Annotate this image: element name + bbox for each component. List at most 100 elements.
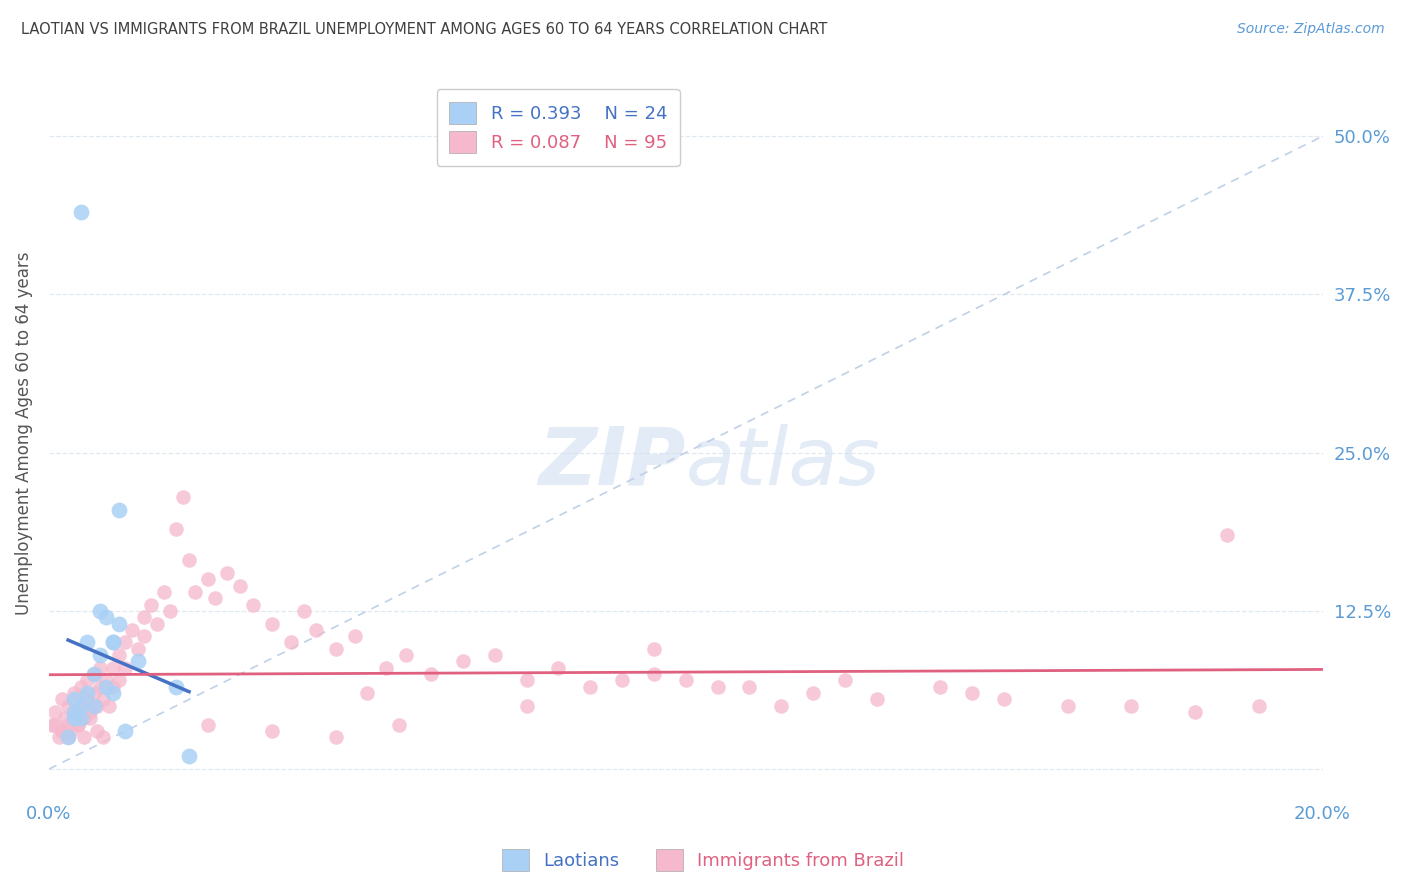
Point <box>388 718 411 732</box>
Point <box>108 502 131 516</box>
Point <box>51 724 73 739</box>
Point <box>394 648 416 662</box>
Point <box>56 718 79 732</box>
Point <box>83 667 105 681</box>
Point <box>76 635 98 649</box>
Point <box>89 661 111 675</box>
Point <box>516 698 538 713</box>
Point <box>242 598 264 612</box>
Point <box>76 673 98 688</box>
Point <box>159 604 181 618</box>
Point <box>260 616 283 631</box>
Point <box>375 661 398 675</box>
Text: ZIP: ZIP <box>538 424 686 501</box>
Point <box>101 661 124 675</box>
Point <box>63 705 86 719</box>
Point <box>86 698 108 713</box>
Point <box>165 522 187 536</box>
Point <box>86 724 108 739</box>
Point <box>83 686 105 700</box>
Point <box>51 692 73 706</box>
Point <box>101 635 124 649</box>
Point <box>114 635 136 649</box>
Point <box>101 686 124 700</box>
Point <box>66 718 89 732</box>
Point <box>89 648 111 662</box>
Point <box>96 680 118 694</box>
Point <box>801 686 824 700</box>
Point <box>451 655 474 669</box>
Point <box>146 616 169 631</box>
Point <box>69 711 91 725</box>
Point <box>516 673 538 688</box>
Point <box>197 572 219 586</box>
Point <box>69 698 91 713</box>
Point <box>96 610 118 624</box>
Point <box>79 705 101 719</box>
Point <box>152 585 174 599</box>
Point <box>1216 528 1239 542</box>
Point <box>121 623 143 637</box>
Point <box>101 680 124 694</box>
Point <box>1056 698 1078 713</box>
Point <box>51 724 73 739</box>
Point <box>76 692 98 706</box>
Point <box>98 698 121 713</box>
Point <box>91 692 114 706</box>
Point <box>127 655 149 669</box>
Point <box>280 635 302 649</box>
Point <box>60 724 83 739</box>
Point <box>41 718 63 732</box>
Point <box>89 604 111 618</box>
Point <box>134 610 156 624</box>
Text: Source: ZipAtlas.com: Source: ZipAtlas.com <box>1237 22 1385 37</box>
Point <box>292 604 315 618</box>
Point <box>866 692 889 706</box>
Legend: R = 0.393    N = 24, R = 0.087    N = 95: R = 0.393 N = 24, R = 0.087 N = 95 <box>437 89 681 166</box>
Point <box>177 553 200 567</box>
Point <box>770 698 793 713</box>
Point <box>63 692 86 706</box>
Point <box>76 686 98 700</box>
Point <box>217 566 239 580</box>
Point <box>229 578 252 592</box>
Point <box>69 680 91 694</box>
Point <box>83 698 105 713</box>
Point <box>1121 698 1143 713</box>
Point <box>56 698 79 713</box>
Point <box>834 673 856 688</box>
Point <box>325 641 347 656</box>
Point <box>69 205 91 219</box>
Point <box>91 731 114 745</box>
Point <box>929 680 952 694</box>
Point <box>96 673 118 688</box>
Text: atlas: atlas <box>686 424 880 501</box>
Point <box>139 598 162 612</box>
Point <box>101 635 124 649</box>
Point <box>1184 705 1206 719</box>
Point <box>44 705 66 719</box>
Point <box>356 686 378 700</box>
Point <box>165 680 187 694</box>
Text: LAOTIAN VS IMMIGRANTS FROM BRAZIL UNEMPLOYMENT AMONG AGES 60 TO 64 YEARS CORRELA: LAOTIAN VS IMMIGRANTS FROM BRAZIL UNEMPL… <box>21 22 828 37</box>
Point <box>643 667 665 681</box>
Point <box>1247 698 1270 713</box>
Point <box>66 718 89 732</box>
Point <box>134 629 156 643</box>
Point <box>69 698 91 713</box>
Point <box>114 724 136 739</box>
Point <box>579 680 602 694</box>
Point <box>63 686 86 700</box>
Point <box>127 641 149 656</box>
Point <box>48 731 70 745</box>
Point <box>260 724 283 739</box>
Legend: Laotians, Immigrants from Brazil: Laotians, Immigrants from Brazil <box>495 842 911 879</box>
Point <box>738 680 761 694</box>
Point <box>325 731 347 745</box>
Point <box>706 680 728 694</box>
Point <box>610 673 633 688</box>
Point <box>643 641 665 656</box>
Point <box>675 673 697 688</box>
Point <box>108 673 131 688</box>
Point <box>172 490 194 504</box>
